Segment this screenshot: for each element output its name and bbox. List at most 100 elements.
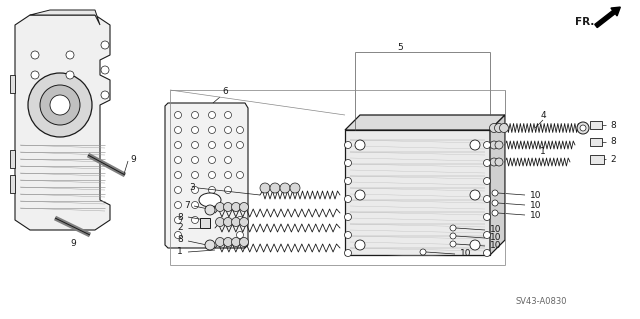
Circle shape [209, 112, 216, 118]
Circle shape [483, 196, 490, 203]
Circle shape [225, 142, 232, 149]
Polygon shape [345, 115, 505, 130]
Text: 1: 1 [540, 147, 546, 157]
Polygon shape [165, 103, 248, 248]
Circle shape [490, 123, 499, 132]
Circle shape [232, 218, 241, 226]
Text: 1: 1 [177, 248, 183, 256]
Text: 9: 9 [70, 239, 76, 248]
Circle shape [237, 172, 243, 179]
Circle shape [237, 142, 243, 149]
Circle shape [495, 141, 503, 149]
Text: FR.: FR. [575, 17, 594, 27]
Text: 7: 7 [184, 201, 190, 210]
Circle shape [232, 203, 241, 211]
FancyArrow shape [595, 7, 620, 27]
Circle shape [490, 141, 498, 149]
Bar [590, 138, 602, 146]
Text: 3: 3 [189, 183, 195, 192]
Circle shape [225, 172, 232, 179]
Circle shape [191, 202, 198, 209]
Circle shape [216, 218, 225, 226]
Circle shape [495, 123, 504, 132]
Circle shape [40, 85, 80, 125]
Circle shape [344, 232, 351, 239]
Circle shape [483, 142, 490, 149]
Circle shape [175, 157, 182, 164]
Circle shape [237, 232, 243, 239]
Text: 6: 6 [222, 87, 228, 97]
Circle shape [344, 177, 351, 184]
Text: 2: 2 [610, 155, 616, 165]
Circle shape [209, 202, 216, 209]
Circle shape [205, 240, 215, 250]
Text: 2: 2 [177, 224, 183, 233]
Circle shape [191, 217, 198, 224]
Circle shape [223, 203, 232, 211]
Circle shape [450, 233, 456, 239]
Bar [590, 121, 602, 129]
Circle shape [31, 51, 39, 59]
Polygon shape [10, 150, 15, 168]
Circle shape [209, 157, 216, 164]
Text: 8: 8 [610, 121, 616, 130]
Circle shape [209, 127, 216, 133]
Circle shape [495, 158, 503, 166]
Circle shape [101, 66, 109, 74]
Circle shape [239, 218, 248, 226]
Circle shape [175, 187, 182, 194]
Circle shape [237, 217, 243, 224]
Circle shape [483, 249, 490, 256]
Circle shape [492, 200, 498, 206]
Text: 8: 8 [177, 235, 183, 244]
Circle shape [191, 142, 198, 149]
Circle shape [175, 202, 182, 209]
Circle shape [225, 112, 232, 118]
Circle shape [450, 225, 456, 231]
Text: 9: 9 [130, 155, 136, 165]
Circle shape [355, 240, 365, 250]
Circle shape [344, 160, 351, 167]
Circle shape [216, 203, 225, 211]
Circle shape [175, 127, 182, 133]
Polygon shape [490, 115, 505, 255]
Circle shape [101, 41, 109, 49]
Circle shape [490, 158, 498, 166]
Circle shape [483, 160, 490, 167]
Text: 10: 10 [530, 201, 541, 210]
Circle shape [280, 183, 290, 193]
Circle shape [344, 213, 351, 220]
Circle shape [223, 238, 232, 247]
Circle shape [191, 127, 198, 133]
Circle shape [470, 190, 480, 200]
Circle shape [239, 238, 248, 247]
Polygon shape [10, 175, 15, 193]
Ellipse shape [199, 193, 221, 207]
Circle shape [290, 183, 300, 193]
Circle shape [50, 95, 70, 115]
Circle shape [175, 217, 182, 224]
Circle shape [232, 238, 241, 247]
Polygon shape [30, 10, 100, 25]
Text: 4: 4 [540, 110, 546, 120]
Text: SV43-A0830: SV43-A0830 [515, 297, 566, 306]
Circle shape [191, 112, 198, 118]
Text: 5: 5 [397, 43, 403, 53]
Text: 10: 10 [490, 234, 502, 242]
Circle shape [580, 125, 586, 131]
Circle shape [483, 232, 490, 239]
Bar [200, 218, 210, 228]
Circle shape [66, 71, 74, 79]
Circle shape [355, 140, 365, 150]
Circle shape [175, 112, 182, 118]
Circle shape [344, 249, 351, 256]
Polygon shape [10, 75, 15, 93]
Circle shape [101, 91, 109, 99]
Polygon shape [345, 130, 490, 255]
Circle shape [483, 177, 490, 184]
Text: 10: 10 [530, 190, 541, 199]
Text: 10: 10 [490, 226, 502, 234]
Circle shape [499, 123, 509, 132]
Circle shape [344, 196, 351, 203]
Circle shape [223, 218, 232, 226]
